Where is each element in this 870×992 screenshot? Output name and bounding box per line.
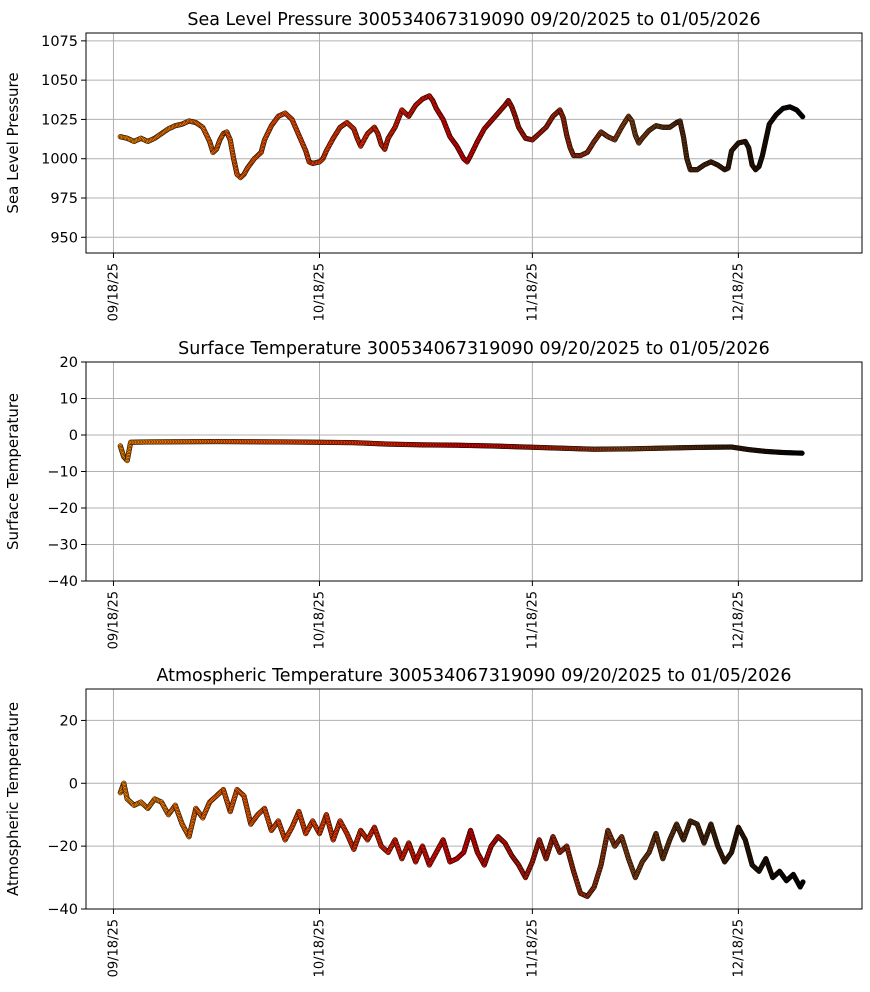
plot-frame xyxy=(85,32,863,254)
plot-frame xyxy=(85,688,863,910)
data-series xyxy=(117,438,805,464)
y-tick-label: −30 xyxy=(47,538,78,554)
data-series xyxy=(117,780,806,900)
y-tick-label: 1050 xyxy=(41,73,78,89)
chart-title: Atmospheric Temperature 300534067319090 … xyxy=(156,666,791,686)
x-tick-label: 09/18/25 xyxy=(106,591,121,649)
y-tick-label: −40 xyxy=(47,902,78,918)
x-tick-label: 11/18/25 xyxy=(525,263,540,321)
y-tick-label: 20 xyxy=(60,355,78,371)
y-tick-label: −40 xyxy=(47,574,78,590)
plot-frame xyxy=(85,361,863,582)
x-tick-label: 10/18/25 xyxy=(312,591,327,649)
subplot-1: Sea Level Pressure 300534067319090 09/20… xyxy=(4,10,863,321)
data-point xyxy=(800,114,806,120)
y-axis-label: Sea Level Pressure xyxy=(4,72,22,213)
x-tick-label: 12/18/25 xyxy=(731,919,746,977)
y-tick-label: 0 xyxy=(69,776,78,792)
chart-title: Surface Temperature 300534067319090 09/2… xyxy=(178,339,770,359)
x-tick-label: 11/18/25 xyxy=(525,919,540,977)
data-point xyxy=(800,879,806,885)
x-tick-label: 12/18/25 xyxy=(731,263,746,321)
y-tick-label: −20 xyxy=(47,839,78,855)
data-point xyxy=(799,450,805,456)
y-tick-label: 10 xyxy=(60,392,78,408)
y-tick-label: −10 xyxy=(47,465,78,481)
y-tick-label: 950 xyxy=(50,230,78,246)
y-tick-label: 0 xyxy=(69,428,78,444)
subplot-2: Surface Temperature 300534067319090 09/2… xyxy=(4,339,863,649)
x-tick-label: 10/18/25 xyxy=(312,263,327,321)
x-tick-label: 09/18/25 xyxy=(106,919,121,977)
x-tick-label: 11/18/25 xyxy=(525,591,540,649)
x-tick-label: 09/18/25 xyxy=(106,263,121,321)
y-axis-label: Atmospheric Temperature xyxy=(4,702,22,896)
y-tick-label: 975 xyxy=(50,191,78,207)
x-tick-label: 10/18/25 xyxy=(312,919,327,977)
y-tick-label: 20 xyxy=(60,713,78,729)
y-axis-label: Surface Temperature xyxy=(4,393,22,550)
subplot-3: Atmospheric Temperature 300534067319090 … xyxy=(4,666,863,977)
chart-title: Sea Level Pressure 300534067319090 09/20… xyxy=(187,10,760,30)
y-tick-label: −20 xyxy=(47,501,78,517)
x-tick-label: 12/18/25 xyxy=(731,591,746,649)
y-tick-label: 1075 xyxy=(41,34,78,50)
data-series xyxy=(117,93,806,181)
y-tick-label: 1000 xyxy=(41,152,78,168)
y-tick-label: 1025 xyxy=(41,112,78,128)
